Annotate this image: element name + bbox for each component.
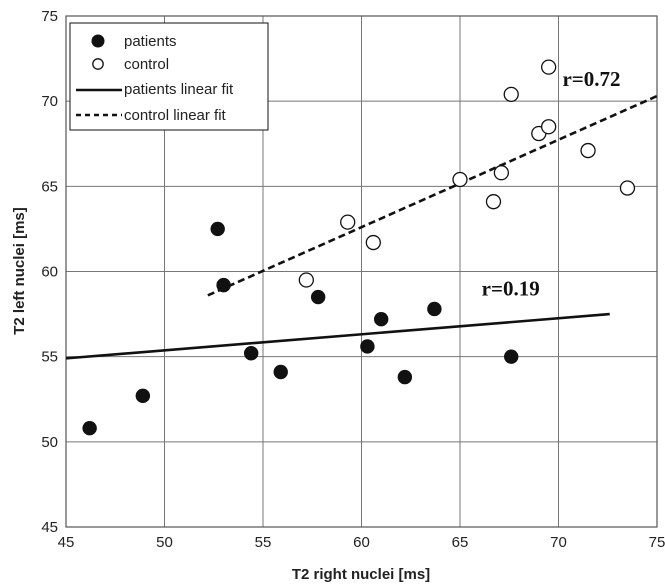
- patient-point: [273, 364, 288, 380]
- patient-point: [310, 289, 326, 305]
- legend-label-patients: patients: [124, 33, 177, 50]
- plot-area-border: [65, 15, 658, 528]
- x-tick-label: 55: [255, 534, 272, 551]
- patient-point: [216, 277, 231, 293]
- control-point: [485, 194, 502, 210]
- patient-point: [374, 311, 389, 327]
- patient-point: [243, 346, 259, 361]
- control-fit-line: [207, 94, 658, 297]
- control-point: [365, 234, 381, 251]
- patient-point: [504, 349, 519, 364]
- legend-label-control: control: [124, 56, 169, 73]
- legend: patients control patients linear fit con…: [69, 22, 269, 131]
- control-point: [298, 272, 314, 288]
- patient-point: [210, 221, 225, 237]
- y-tick-label: 45: [41, 519, 58, 536]
- control-point: [541, 119, 557, 135]
- patient-point: [397, 369, 413, 385]
- legend-label-patients-linear-fit: patients linear fit: [124, 81, 234, 98]
- annotations: r=0.72 r=0.19: [482, 67, 621, 301]
- patient-point: [82, 421, 97, 436]
- fit-lines: [65, 94, 658, 360]
- control-point: [493, 165, 510, 181]
- x-axis-title: T2 right nuclei [ms]: [292, 566, 430, 583]
- y-tick-label: 75: [41, 8, 58, 25]
- x-tick-label: 60: [353, 534, 370, 551]
- correlation-annotation: r=0.19: [482, 276, 540, 300]
- patient-point: [360, 339, 375, 354]
- y-tick-label: 55: [41, 349, 58, 366]
- control-point: [340, 214, 356, 230]
- y-tick-label: 50: [41, 434, 58, 451]
- legend-label-control-linear-fit: control linear fit: [124, 107, 227, 124]
- y-tick-label: 60: [41, 264, 58, 281]
- control-point: [619, 180, 636, 196]
- legend-marker-patients: [91, 34, 105, 48]
- control-point: [452, 171, 468, 188]
- control-point: [503, 86, 519, 103]
- x-tick-label: 50: [156, 534, 173, 551]
- correlation-annotation: r=0.72: [562, 67, 620, 91]
- patient-point: [427, 301, 442, 317]
- x-tick-label: 75: [649, 534, 665, 551]
- y-tick-label: 65: [41, 178, 58, 195]
- x-tick-label: 70: [550, 534, 567, 551]
- control-point: [580, 142, 596, 159]
- control-point: [541, 59, 557, 75]
- axes: 45 50 55 60 65 70 75 45 50 55 60 65 70 75: [41, 8, 665, 551]
- x-tick-label: 65: [452, 534, 469, 551]
- y-axis-title: T2 left nuclei [ms]: [11, 207, 28, 335]
- patients-fit-line: [65, 312, 610, 360]
- data-points: [82, 59, 636, 436]
- patient-point: [135, 388, 151, 404]
- legend-marker-control: [92, 58, 104, 70]
- x-tick-label: 45: [58, 534, 75, 551]
- y-tick-label: 70: [41, 93, 58, 110]
